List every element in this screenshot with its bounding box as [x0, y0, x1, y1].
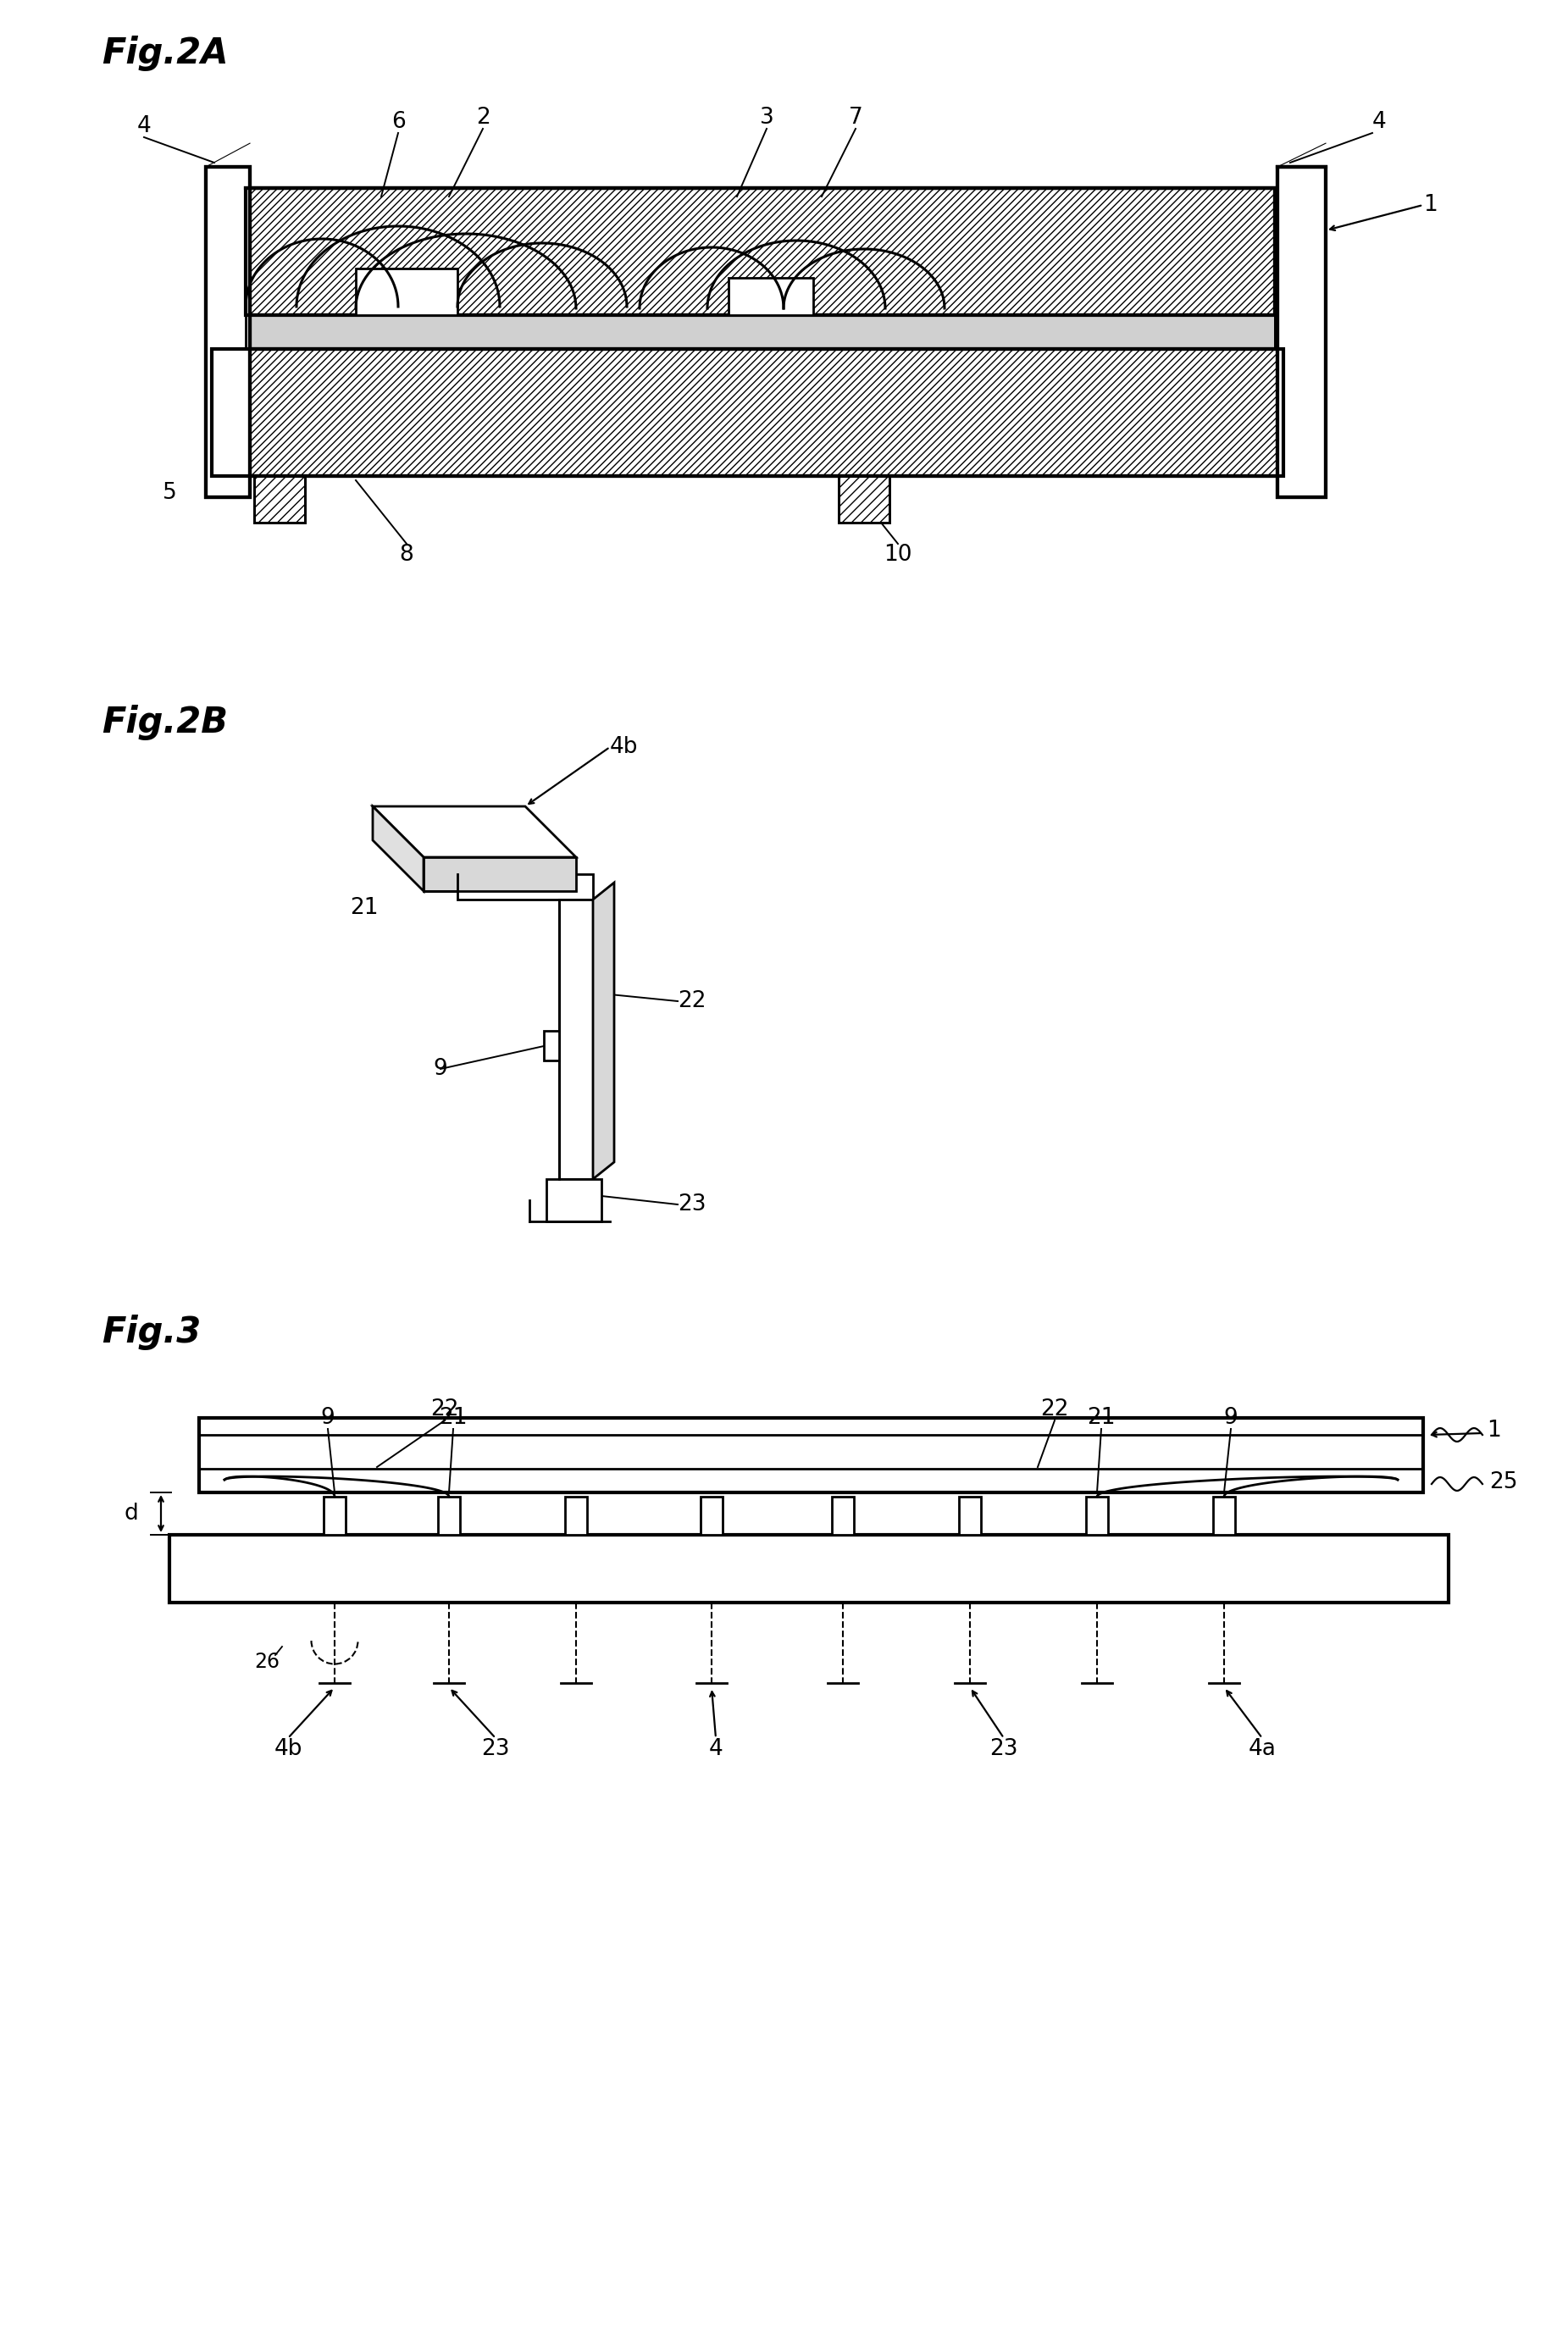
Bar [701, 1497, 723, 1534]
Bar [1214, 1497, 1236, 1534]
Text: 21: 21 [350, 897, 378, 918]
Bar [199, 1417, 1424, 1492]
Text: Fig.2B: Fig.2B [102, 704, 227, 741]
Text: 8: 8 [400, 543, 414, 566]
Text: 21: 21 [439, 1408, 467, 1429]
Bar [1278, 168, 1325, 497]
Text: 4b: 4b [274, 1739, 303, 1760]
Text: Fig.2A: Fig.2A [102, 35, 229, 72]
Text: 9: 9 [1223, 1408, 1239, 1429]
Bar [356, 268, 458, 315]
Bar [1278, 168, 1325, 497]
Bar [246, 189, 1275, 315]
Bar [212, 350, 1283, 476]
Bar [246, 315, 1275, 350]
Bar [205, 168, 249, 497]
Bar [833, 1497, 855, 1534]
Bar [839, 476, 889, 522]
Text: 9: 9 [321, 1408, 336, 1429]
Bar [437, 1497, 459, 1534]
Bar [546, 1179, 602, 1221]
Text: 5: 5 [163, 483, 177, 503]
Polygon shape [593, 883, 615, 1179]
Bar [254, 476, 304, 522]
Bar [458, 874, 593, 900]
Bar [729, 277, 814, 315]
Bar [1087, 1497, 1109, 1534]
Text: 10: 10 [884, 543, 913, 566]
Text: 23: 23 [481, 1739, 510, 1760]
Text: 2: 2 [475, 107, 489, 128]
Bar [212, 350, 1283, 476]
Text: Fig.3: Fig.3 [102, 1315, 201, 1350]
Text: 26: 26 [254, 1653, 279, 1671]
Polygon shape [373, 807, 423, 890]
Text: 6: 6 [390, 112, 405, 133]
Text: 9: 9 [433, 1058, 447, 1079]
Text: 4b: 4b [610, 737, 638, 758]
Bar [960, 1497, 982, 1534]
Text: 4: 4 [709, 1739, 723, 1760]
Text: 22: 22 [677, 991, 706, 1012]
Text: 4a: 4a [1248, 1739, 1276, 1760]
Bar [564, 1497, 586, 1534]
Text: 7: 7 [848, 107, 862, 128]
Text: 3: 3 [759, 107, 773, 128]
Polygon shape [423, 858, 575, 890]
Text: 23: 23 [677, 1193, 706, 1214]
Bar [205, 168, 249, 497]
Text: 1: 1 [1486, 1420, 1501, 1441]
Bar [323, 1497, 345, 1534]
Bar [246, 315, 1275, 350]
Bar [560, 900, 593, 1179]
Text: 4: 4 [1372, 112, 1386, 133]
Polygon shape [373, 807, 575, 858]
Bar [544, 1030, 560, 1061]
Text: 23: 23 [989, 1739, 1018, 1760]
Text: 22: 22 [431, 1399, 459, 1420]
Text: d: d [124, 1503, 138, 1524]
Bar [254, 476, 304, 522]
Text: 21: 21 [1087, 1408, 1115, 1429]
Text: 1: 1 [1424, 193, 1438, 217]
Text: 4: 4 [136, 114, 151, 138]
Bar [839, 476, 889, 522]
Bar [246, 189, 1275, 315]
Text: 25: 25 [1490, 1471, 1518, 1494]
Bar [169, 1534, 1449, 1604]
Text: 22: 22 [1041, 1399, 1069, 1420]
